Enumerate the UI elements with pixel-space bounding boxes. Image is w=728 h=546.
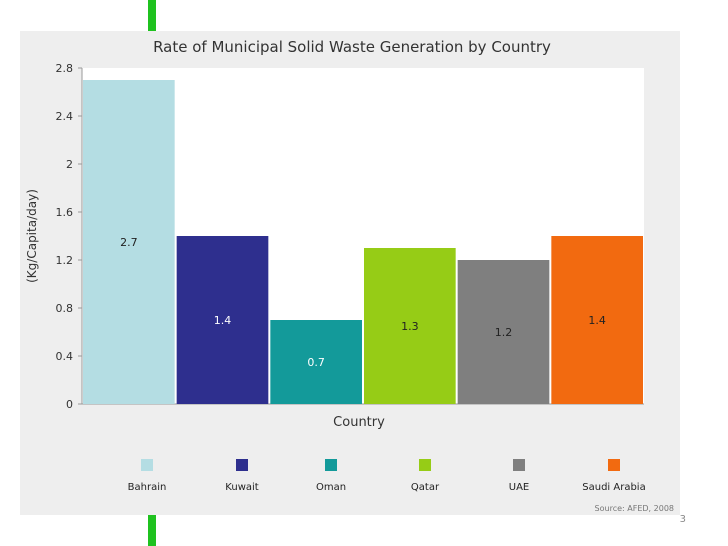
accent-bar-top <box>148 0 156 31</box>
legend-label: UAE <box>509 482 529 493</box>
bar-saudi-arabia <box>551 236 643 404</box>
accent-bar-bottom <box>148 514 156 546</box>
bar-bahrain <box>83 80 175 404</box>
bar-value-label: 1.3 <box>401 320 419 333</box>
legend-label: Oman <box>316 482 346 493</box>
y-axis-ticks: 0 0.4 0.8 1.2 1.6 2 2.4 2.8 <box>56 62 82 411</box>
y-tick-label: 2.4 <box>56 110 74 123</box>
plot-area <box>82 68 644 404</box>
y-tick-label: 1.6 <box>56 206 74 219</box>
legend-label: Kuwait <box>225 482 258 493</box>
legend-swatch <box>141 459 153 471</box>
bar-qatar <box>364 248 456 404</box>
page-number: 3 <box>679 514 686 525</box>
legend: Bahrain Kuwait Oman Qatar UAE Saudi Arabia <box>128 459 646 493</box>
y-tick-label: 0.8 <box>56 302 74 315</box>
source-note: Source: AFED, 2008 <box>595 504 674 513</box>
y-tick-label: 1.2 <box>56 254 74 267</box>
bar-value-label: 1.4 <box>588 314 606 327</box>
legend-label: Bahrain <box>128 482 167 493</box>
bar-value-label: 2.7 <box>120 236 138 249</box>
bar-kuwait <box>176 236 269 404</box>
bar-chart: Rate of Municipal Solid Waste Generation… <box>25 38 674 513</box>
x-axis-label: Country <box>333 415 385 430</box>
chart-title: Rate of Municipal Solid Waste Generation… <box>153 38 551 56</box>
legend-swatch <box>419 459 431 471</box>
bar-value-label: 1.4 <box>214 314 232 327</box>
y-tick-label: 2 <box>66 158 73 171</box>
y-tick-label: 0 <box>66 398 73 411</box>
chart-panel: Rate of Municipal Solid Waste Generation… <box>20 31 680 515</box>
legend-swatch <box>325 459 337 471</box>
bar-value-label: 1.2 <box>495 326 513 339</box>
y-tick-label: 0.4 <box>56 350 74 363</box>
legend-label: Qatar <box>411 482 440 493</box>
bar-group: 2.7 1.4 0.7 1.3 1.2 1.4 <box>83 80 643 404</box>
bar-value-label: 0.7 <box>307 356 325 369</box>
legend-label: Saudi Arabia <box>582 482 645 493</box>
y-axis-label: (Kg/Capita/day) <box>25 189 39 283</box>
y-tick-label: 2.8 <box>56 62 74 75</box>
legend-swatch <box>513 459 525 471</box>
bar-uae <box>457 260 550 404</box>
bar-oman <box>270 320 362 404</box>
legend-swatch <box>608 459 620 471</box>
legend-swatch <box>236 459 248 471</box>
